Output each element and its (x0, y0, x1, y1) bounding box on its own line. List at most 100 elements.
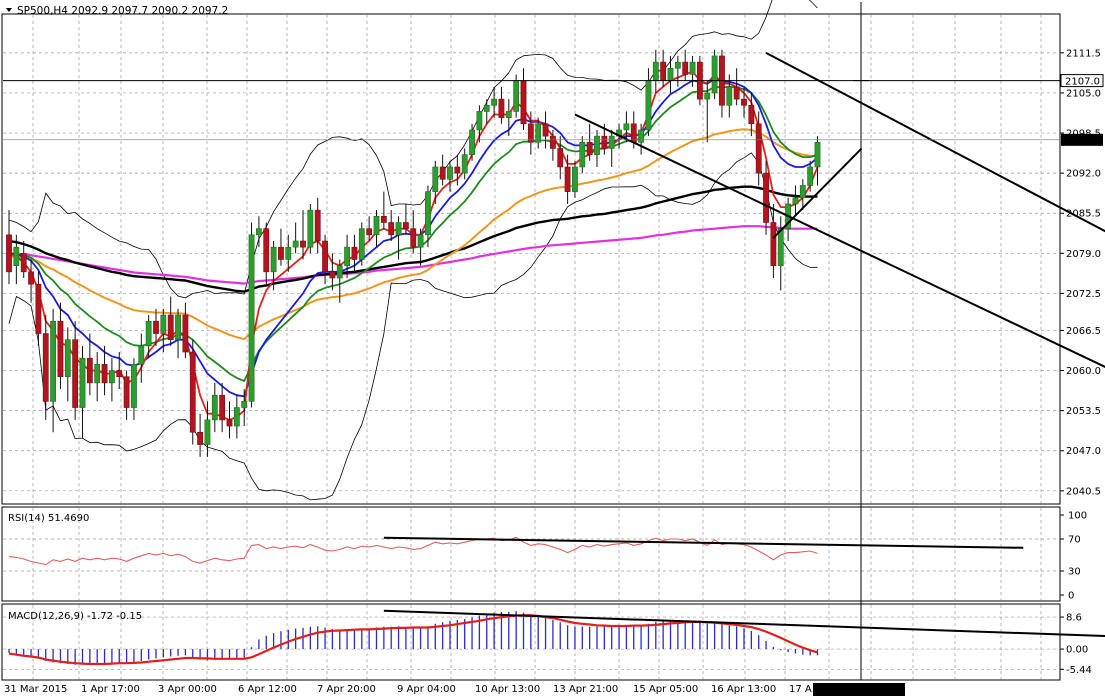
candle-body (432, 166, 439, 192)
candle (72, 321, 79, 420)
candle-body (336, 265, 343, 279)
candle (366, 216, 373, 241)
candle-body (491, 98, 497, 106)
bollinger-upper-line (8, 0, 818, 299)
time-tick-label: 15 Apr 05:00 (633, 684, 698, 695)
level-marker-2107 (1060, 74, 1104, 88)
candle (535, 117, 542, 149)
candle-body (35, 283, 42, 334)
candle (763, 160, 769, 235)
candle-body (417, 234, 424, 248)
candle-body (645, 80, 652, 131)
candle-body (630, 123, 637, 143)
candle (579, 136, 586, 174)
candle (447, 160, 453, 192)
level-marker-2097-label: 2097.4 (1064, 136, 1099, 147)
candle-body (572, 166, 578, 192)
candle (138, 333, 145, 383)
candle-body (160, 314, 167, 334)
candle-body (270, 246, 277, 273)
candle-body (623, 123, 630, 131)
candle-body (153, 320, 159, 334)
macd-pane-frame (1, 603, 1061, 681)
candle (505, 99, 512, 137)
candle (674, 55, 681, 87)
candle (469, 123, 475, 161)
candle (322, 234, 328, 285)
candle (248, 222, 255, 408)
rsi-trendline (383, 536, 1024, 549)
candle (145, 315, 152, 359)
candle (79, 345, 86, 439)
price-tick-label: 2111.5 (1066, 48, 1101, 59)
candle-body (777, 228, 784, 266)
candle (94, 352, 101, 402)
price-tick-label: 2060.0 (1066, 366, 1101, 377)
candle (594, 129, 600, 167)
candle (792, 185, 799, 217)
candle (6, 210, 12, 285)
candle-body (542, 123, 549, 137)
candle (439, 154, 446, 186)
candle-body (182, 314, 189, 353)
trendline (772, 147, 863, 239)
candle (64, 327, 71, 402)
candle-body (131, 364, 137, 408)
candle-body (726, 86, 733, 106)
candle-body (50, 320, 56, 402)
candle (86, 333, 93, 396)
candle (380, 191, 387, 229)
candle (20, 240, 27, 279)
candle (755, 111, 762, 186)
candle (689, 55, 696, 87)
candle (483, 99, 490, 124)
candle (785, 197, 791, 241)
trendlines[interactable] (574, 51, 1105, 479)
macd-pane (8, 609, 1105, 666)
candle (42, 315, 49, 420)
bollinger-bands (8, 0, 818, 501)
candle-body (167, 314, 174, 340)
candle (351, 234, 358, 272)
candle-body (447, 166, 453, 180)
candle (167, 296, 174, 346)
candle-body (483, 104, 490, 112)
candle-body (704, 92, 711, 100)
candle (211, 382, 218, 433)
candle (807, 160, 814, 192)
candle-body (344, 246, 350, 266)
candle-body (770, 222, 777, 266)
candle (608, 129, 615, 167)
candle (799, 179, 806, 211)
ma-orange-line (8, 128, 818, 341)
rsi-tick-label: 30 (1068, 567, 1081, 578)
price-tick-label: 2040.5 (1066, 486, 1101, 497)
candle-body (285, 246, 292, 260)
candle (131, 358, 137, 420)
macd-tick-label: 8.6 (1066, 613, 1082, 624)
candle (197, 413, 203, 457)
candle (586, 123, 593, 161)
trendline (765, 51, 1105, 233)
candle (564, 154, 571, 204)
price-tick-label: 2105.0 (1066, 88, 1101, 99)
candle-body (20, 253, 27, 273)
crosshair-time-box (813, 683, 905, 696)
candle-body (586, 141, 593, 155)
candle-body (248, 234, 255, 402)
symbol-dropdown-icon[interactable] (6, 8, 12, 12)
candle-body (278, 246, 284, 260)
rsi-pane-frame (1, 506, 1061, 602)
candle-body (28, 271, 34, 285)
axes: 2111.52105.02098.52092.02085.52079.02072… (3, 2, 1104, 696)
price-tick-label: 2066.5 (1066, 326, 1101, 337)
candle-body (741, 98, 747, 106)
candle-body (329, 271, 336, 279)
candle-body (292, 240, 299, 248)
candle (153, 308, 159, 346)
candle (623, 111, 630, 143)
price-tick-label: 2085.5 (1066, 209, 1101, 220)
candle-body (799, 185, 806, 199)
trendline (574, 113, 1105, 369)
